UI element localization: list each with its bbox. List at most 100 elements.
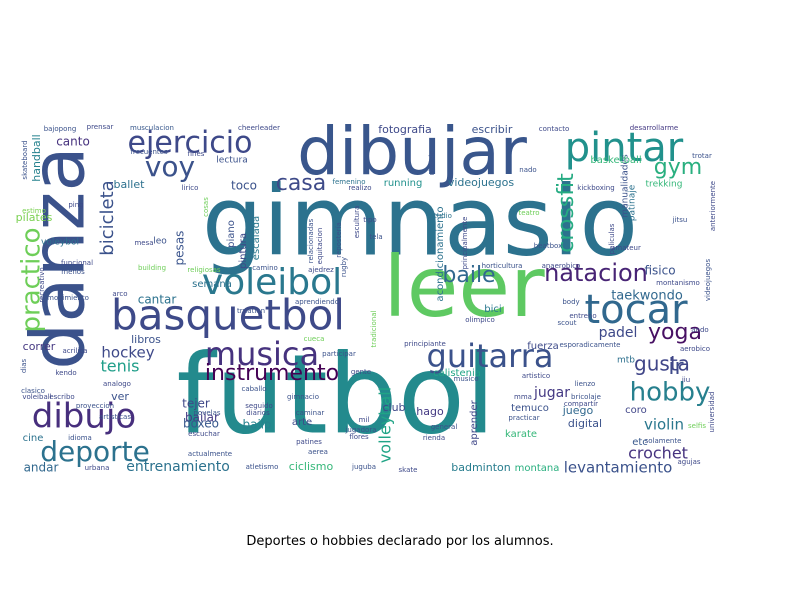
word-lectura: lectura (216, 156, 247, 166)
word-tenis: tenis (100, 357, 139, 376)
word-bricolaje: bricolaje (571, 393, 601, 401)
word-estimo: estimo (22, 207, 46, 215)
word-musculacion: musculacion (130, 124, 174, 132)
word-danza: danza (16, 146, 102, 369)
word-olimpico: olimpico (465, 316, 495, 324)
word-escultura: escultura (353, 206, 361, 239)
word-general: general (431, 423, 458, 431)
word-pintar: pintar (565, 125, 684, 171)
word-fisico: fisico (644, 264, 675, 278)
word-participar: participar (322, 350, 356, 358)
word-cantar: cantar (138, 293, 177, 307)
word-equitacion: equitacion (316, 228, 324, 265)
word-horticultura: horticultura (482, 262, 523, 270)
word-pintura: pintura (238, 233, 249, 269)
word-gimnasio: gimnasio (202, 165, 638, 277)
word-artistico: artistico (522, 372, 550, 380)
word-urbana: urbana (85, 464, 110, 472)
word-voy: voy (145, 150, 195, 183)
word-realizo: realizo (348, 184, 371, 192)
word-cheerleader: cheerleader (238, 124, 280, 132)
word-basquetbol: basquetbol (111, 291, 345, 340)
word-dibujar: dibujar (297, 113, 528, 190)
word-baile: baile (442, 263, 495, 288)
word-bici: bici (484, 304, 501, 315)
word-volleyball: volleyball (376, 387, 395, 463)
word-ejercicio: ejercicio (128, 126, 253, 161)
word-relacionadas: relacionadas (307, 218, 315, 263)
word-fuerza: fuerza (527, 341, 559, 352)
word-running: running (384, 178, 423, 189)
word-videojuegos: videojuegos (448, 176, 515, 189)
word-aerea: aerea (308, 448, 328, 456)
word-idioma: idioma (68, 434, 92, 442)
word-musico: musico (454, 375, 479, 383)
word-reposter-a: repostería (335, 222, 343, 258)
word-juego: juego (562, 404, 594, 417)
word-musica: musica (205, 335, 319, 373)
word-cine: cine (23, 433, 44, 444)
word-hago: hago (416, 405, 444, 418)
word-cueca: cueca (304, 335, 325, 343)
word-semana: semana (192, 279, 232, 290)
word-solamente: solamente (645, 437, 682, 445)
word-calistenia: calistenia (433, 368, 481, 379)
word-voleibol: voleibol (202, 262, 342, 303)
word-arco: arco (112, 290, 127, 298)
word-trekking: trekking (646, 180, 683, 190)
word-levantamiento: levantamiento (564, 459, 673, 477)
word-hobby: hobby (630, 378, 711, 408)
word-voleiball: voleiball (22, 393, 51, 401)
word-instrumento: instrumento (205, 361, 339, 386)
word-andar: andar (24, 461, 59, 475)
word-violin: violin (644, 416, 684, 434)
word-universidad: universidad (708, 392, 716, 433)
word-aprendiendo: aprendiendo (295, 298, 339, 306)
word-proyeccion: proyeccion (76, 402, 114, 410)
word-bailar: bailar (185, 411, 219, 425)
word-building: building (138, 264, 166, 272)
word-fotografia: fotografia (378, 123, 432, 136)
word-gym: gym (654, 155, 702, 180)
word-practico: practico (17, 227, 47, 332)
word-libros: libros (131, 333, 161, 346)
word-bailo: bailo (243, 418, 272, 432)
word-tradicional: tradicional (370, 310, 378, 347)
word-correr: correr (23, 340, 56, 353)
word-gusta: gusta (634, 352, 690, 376)
word-casa: casa (276, 171, 327, 196)
word-actualmente: actualmente (188, 450, 232, 458)
word-padel: padel (599, 325, 638, 341)
word-escalada: escalada (251, 216, 262, 260)
word-esporadicamente: esporadicamente (560, 341, 621, 349)
word-caballo: caballo (241, 385, 266, 393)
word-atletismo: atletismo (246, 463, 279, 471)
word-peliculas: peliculas (608, 223, 616, 254)
word-jitsu: jitsu (672, 216, 688, 224)
word-principalmente: principalmente (461, 217, 469, 270)
word-taekwondo: taekwondo (611, 289, 683, 304)
word-jugar: jugar (533, 385, 570, 401)
word-trotar: trotar (692, 152, 712, 160)
word-tela: tela (369, 233, 382, 241)
word-juguba: juguba (351, 463, 376, 471)
word-aerobico: aerobico (680, 345, 710, 353)
word-patinaje: patinaje (628, 184, 638, 221)
word-kickboxing: kickboxing (577, 184, 614, 192)
word-teatro: teatro (518, 209, 539, 217)
word-jugadora: jugadora (344, 426, 376, 434)
word-voleybol: voleybol (41, 238, 79, 248)
word-entreno: entreno (569, 312, 596, 320)
word-novelas: novelas (193, 409, 220, 417)
word-mil: mil (359, 416, 370, 424)
word-mesa: mesa (134, 239, 153, 247)
word-analogo: analogo (103, 380, 131, 388)
word-flores: flores (349, 433, 369, 441)
word-trriatlon: trriatlon (237, 307, 265, 315)
word-gente: gente (351, 368, 371, 376)
word-frecuentes: frecuentes (130, 148, 168, 156)
word-acrilica: acrilica (63, 347, 88, 355)
word-dias: dias (20, 358, 28, 373)
word-dibujo: dibujo (32, 397, 136, 437)
word-karate: karate (505, 429, 537, 440)
